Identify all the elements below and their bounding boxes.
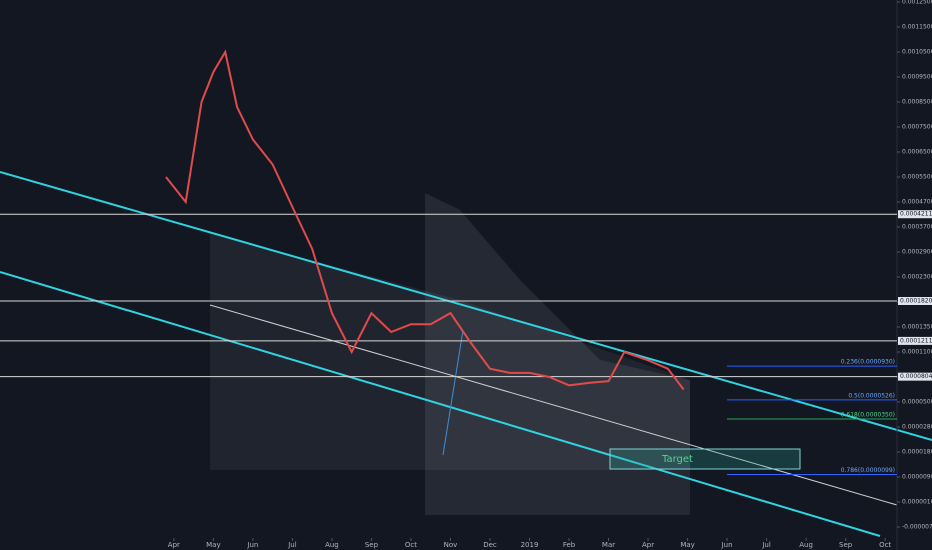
y-tick-label: 0.0001350: [902, 324, 932, 331]
target-label: Target: [661, 454, 693, 465]
y-tick-label: 0.0000180: [902, 449, 932, 456]
x-tick-label: Jun: [721, 541, 733, 549]
y-tick-label: 0.0011500: [902, 24, 932, 31]
channel-shade: [210, 233, 690, 470]
x-tick-label: Aug: [325, 541, 339, 549]
x-tick-label: Feb: [563, 541, 576, 549]
level-label: 0.0000804: [900, 373, 932, 380]
upper-trendline: [0, 171, 932, 441]
y-tick-label: 0.0010500: [902, 49, 932, 56]
channel-line: [209, 304, 898, 506]
level-tag: [898, 336, 932, 345]
x-tick-label: Sep: [365, 541, 379, 549]
x-tick-label: Nov: [444, 541, 458, 549]
level-label: 0.0001211: [900, 337, 932, 344]
lower-trendline: [0, 271, 881, 537]
x-tick-label: 2019: [521, 541, 539, 549]
x-tick-label: Mar: [602, 541, 615, 549]
y-tick-label: 0.0000500: [902, 399, 932, 406]
x-tick-label: Sep: [839, 541, 853, 549]
target-box: [609, 448, 801, 470]
fib-label: 0.786(0.0000099): [841, 467, 895, 474]
fib-label: 0.5(0.0000526): [848, 392, 895, 399]
y-tick-label: 0.0004700: [902, 199, 932, 206]
projection-arrow: [442, 329, 464, 456]
level-label: 0.0004211: [900, 211, 932, 218]
y-tick-label: 0.0002300: [902, 274, 932, 281]
projection-shade: [425, 193, 690, 515]
x-tick-label: May: [680, 541, 694, 549]
y-tick-label: 0.0000280: [902, 424, 932, 431]
fib-label: 0.618(0.0000350): [841, 412, 895, 419]
y-tick-label: 0.0009500: [902, 74, 932, 81]
y-tick-label: 0.0006500: [902, 149, 932, 156]
y-tick-label: 0.0012500: [902, 0, 932, 6]
level-tag: [898, 372, 932, 381]
x-tick-label: May: [206, 541, 220, 549]
level-label: 0.0001820: [900, 298, 932, 305]
level-tag: [898, 210, 932, 219]
x-tick-label: Apr: [168, 541, 180, 549]
y-tick-label: 0.0000010: [902, 499, 932, 506]
x-tick-label: Aug: [799, 541, 813, 549]
x-tick-label: Jun: [246, 541, 258, 549]
fib-label: 0.236(0.0000930): [841, 359, 895, 366]
x-tick-label: Jul: [761, 541, 771, 549]
price-line: [165, 49, 685, 391]
y-tick-label: 0.0007500: [902, 124, 932, 131]
y-tick-label: 0.0001100: [902, 349, 932, 356]
x-tick-label: Jul: [287, 541, 297, 549]
level-tag: [898, 297, 932, 305]
x-tick-label: Oct: [879, 541, 891, 549]
y-tick-label: 0.0008500: [902, 99, 932, 106]
y-tick-label: 0.0002900: [902, 249, 932, 256]
y-tick-label: 0.0005500: [902, 174, 932, 181]
x-tick-label: Dec: [483, 541, 497, 549]
x-tick-label: Apr: [642, 541, 654, 549]
x-tick-label: Oct: [405, 541, 417, 549]
y-tick-label: 0.0000090: [902, 474, 932, 481]
y-tick-label: 0.0003700: [902, 224, 932, 231]
y-tick-label: -0.0000070: [902, 524, 932, 531]
